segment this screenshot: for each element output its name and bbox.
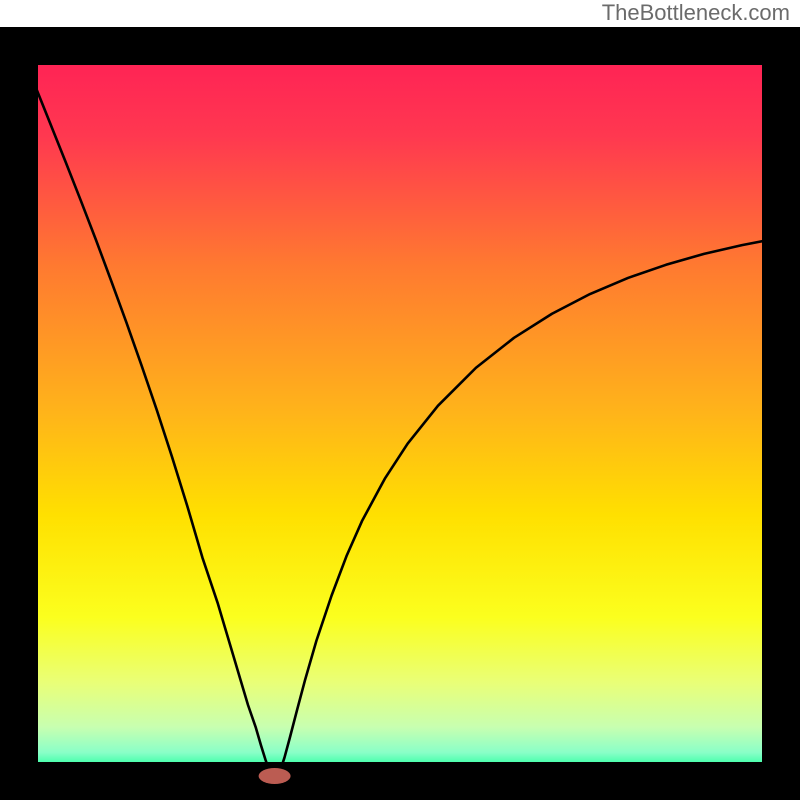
bottleneck-chart: TheBottleneck.com [0,0,800,800]
chart-svg [0,0,800,800]
gradient-background [20,48,780,778]
optimal-point-marker [259,768,291,784]
